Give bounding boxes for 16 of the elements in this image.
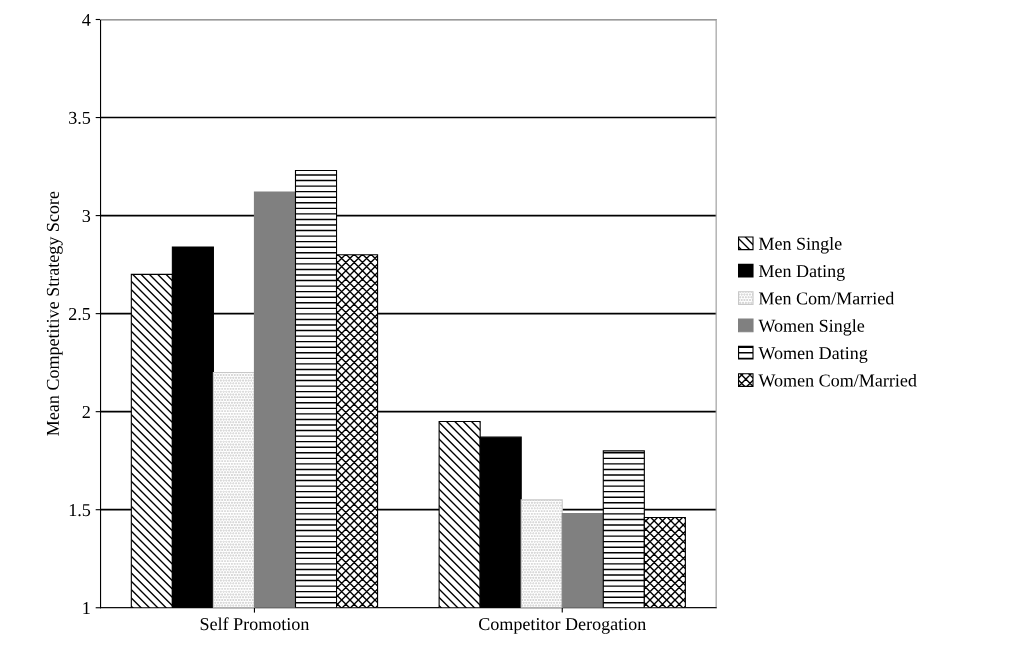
legend-label: Women Single [758,319,865,336]
legend-label: Women Com/Married [758,373,917,387]
y-tick-label: 3 [82,209,91,223]
y-tick-label: 1 [83,602,90,615]
y-axis-title: Mean Competitive Strategy Score [46,191,63,436]
legend-label: Women Dating [758,347,868,363]
y-tick-label: 2 [82,405,90,418]
legend-label: Men Single [758,237,842,254]
x-tick-label: Competitor Derogation [479,617,646,634]
y-tick-label: 2.5 [69,307,91,321]
y-tick-label: 3.5 [69,111,91,125]
y-tick-label: 4 [82,13,91,26]
legend-label: Men Com/Married [758,291,895,305]
y-tick-label: 1.5 [69,504,91,517]
legend-label: Men Dating [758,265,845,281]
x-tick-label: Self Promotion [200,617,310,631]
